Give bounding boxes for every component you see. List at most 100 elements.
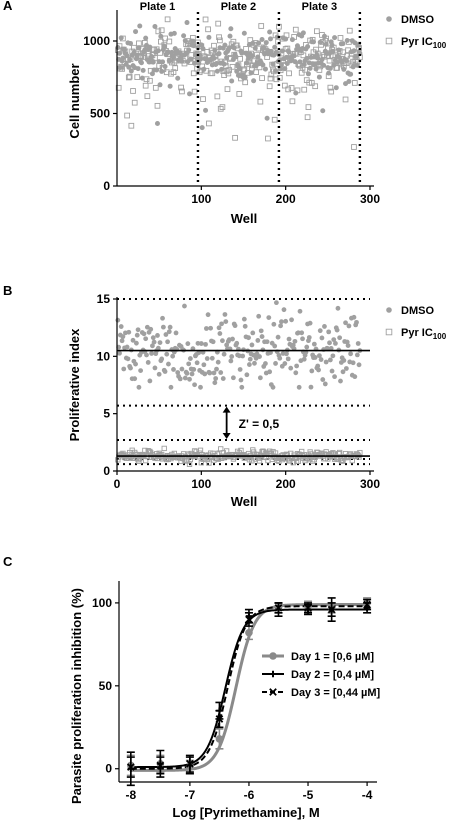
panel-c-x-tick-label: -6 bbox=[244, 788, 255, 802]
panel-a-point-pyr bbox=[141, 39, 148, 46]
panel-b-point-dmso bbox=[187, 356, 193, 361]
panel-b-point-dmso bbox=[249, 342, 255, 348]
panel-b-zprime-arrowhead-up bbox=[222, 406, 231, 413]
panel-a-point-pyr bbox=[140, 54, 146, 61]
panel-a-point-pyr bbox=[224, 86, 231, 92]
panel-b-point-dmso bbox=[220, 376, 226, 381]
panel-b-point-dmso bbox=[160, 315, 165, 321]
panel-a-point-pyr bbox=[201, 53, 207, 60]
panel-b-point-dmso bbox=[285, 356, 291, 362]
panel-b-point-dmso bbox=[130, 337, 136, 343]
panel-a-point-pyr bbox=[287, 55, 293, 61]
panel-a-legend-marker-1 bbox=[385, 37, 393, 45]
panel-a-point-dmso bbox=[149, 71, 155, 77]
panel-b-point-dmso bbox=[209, 355, 215, 361]
panel-b-point-dmso bbox=[203, 341, 208, 347]
panel-a-point-dmso bbox=[127, 40, 133, 46]
panel-a-point-pyr bbox=[144, 93, 151, 100]
panel-a-point-pyr bbox=[184, 47, 190, 54]
panel-a-point-pyr bbox=[251, 58, 258, 65]
panel-a-point-pyr bbox=[345, 47, 351, 54]
panel-c-legend-label-3: Day 3 = [0,44 µM] bbox=[291, 687, 381, 699]
panel-c-x-tick-label: -5 bbox=[303, 788, 314, 802]
panel-a-point-pyr bbox=[161, 42, 168, 49]
panel-a-point-pyr bbox=[136, 40, 142, 47]
panel-a-point-pyr bbox=[323, 35, 329, 42]
panel-b-point-dmso bbox=[308, 384, 314, 390]
panel-a-point-pyr bbox=[301, 86, 308, 93]
panel-b-legend-marker-0 bbox=[386, 307, 392, 313]
panel-b-point-dmso bbox=[150, 343, 155, 349]
panel-b-point-dmso bbox=[250, 330, 256, 336]
panel-a-point-pyr bbox=[216, 34, 222, 41]
panel-a-point-pyr bbox=[189, 39, 195, 45]
panel-a-point-pyr bbox=[281, 62, 287, 69]
panel-c-point-3 bbox=[126, 763, 135, 771]
panel-a-point-dmso bbox=[227, 33, 233, 39]
panel-a-point-pyr bbox=[235, 62, 242, 68]
panel-a-point-dmso bbox=[152, 24, 158, 30]
panel-a-point-pyr bbox=[158, 27, 165, 34]
panel-a-point-pyr bbox=[249, 65, 255, 72]
panel-a-point-pyr bbox=[271, 116, 278, 123]
panel-b-point-pyr bbox=[261, 449, 267, 455]
panel-b-point-dmso bbox=[293, 370, 299, 376]
panel-b-legend-marker-1 bbox=[385, 328, 393, 336]
panel-a-point-pyr bbox=[131, 44, 137, 51]
panel-b-point-dmso bbox=[208, 325, 214, 331]
panel-a-point-dmso bbox=[300, 30, 306, 36]
panel-a-point-pyr bbox=[170, 69, 177, 75]
panel-c-y-tick-label: 100 bbox=[92, 596, 112, 610]
panel-b-point-dmso bbox=[214, 366, 219, 372]
panel-b-point-dmso bbox=[155, 345, 161, 351]
panel-c-point-3 bbox=[186, 759, 194, 768]
panel-a-point-dmso bbox=[214, 68, 220, 74]
panel-a-point-pyr bbox=[157, 50, 163, 56]
panel-a-point-pyr bbox=[352, 61, 359, 68]
panel-a-point-pyr bbox=[248, 50, 254, 57]
panel-b-point-dmso bbox=[204, 356, 210, 361]
panel-b-point-dmso bbox=[327, 340, 332, 346]
panel-a-point-pyr bbox=[141, 50, 147, 57]
panel-b-point-dmso bbox=[279, 319, 284, 325]
panel-a-point-dmso bbox=[263, 40, 269, 46]
panel-b-point-dmso bbox=[124, 344, 130, 350]
panel-a-point-pyr bbox=[222, 62, 229, 69]
panel-b-point-dmso bbox=[166, 361, 171, 367]
panel-b-x-tick-label: 0 bbox=[114, 477, 121, 491]
panel-a-point-pyr bbox=[233, 42, 240, 49]
panel-a-point-pyr bbox=[156, 63, 163, 69]
panel-b-point-dmso bbox=[289, 317, 294, 323]
panel-b-point-dmso bbox=[159, 356, 165, 362]
panel-a-point-pyr bbox=[316, 67, 323, 73]
panel-b-point-dmso bbox=[141, 331, 147, 337]
panel-b-point-dmso bbox=[205, 312, 211, 318]
panel-a-point-pyr bbox=[280, 57, 286, 64]
panel-b-point-pyr bbox=[357, 449, 363, 456]
panel-a-point-dmso bbox=[307, 65, 313, 71]
panel-b-point-dmso bbox=[207, 370, 213, 376]
panel-b-point-dmso bbox=[201, 362, 207, 368]
panel-a-point-pyr bbox=[258, 23, 265, 29]
panel-a-point-pyr bbox=[265, 49, 272, 56]
panel-c-legend: Day 1 = [0,6 µM] Day 2 = [0,4 µM] Day 3 = … bbox=[262, 651, 381, 699]
panel-b-point-dmso bbox=[155, 333, 160, 338]
panel-c-legend-label-1: Day 1 = [0,6 µM] bbox=[291, 651, 374, 663]
panel-a-point-pyr bbox=[143, 76, 150, 83]
panel-a-point-pyr bbox=[206, 120, 212, 127]
panel-b-point-dmso bbox=[252, 360, 257, 366]
panel-b-point-dmso bbox=[340, 369, 346, 375]
panel-a-point-pyr bbox=[355, 41, 362, 48]
panel-b-point-dmso bbox=[215, 359, 221, 365]
panel-a-point-pyr bbox=[243, 46, 249, 52]
panel-b-point-dmso bbox=[185, 341, 191, 347]
panel-b-point-dmso bbox=[217, 331, 223, 336]
panel-a-point-pyr bbox=[218, 58, 225, 65]
panel-a-point-pyr bbox=[277, 67, 284, 74]
panel-b-point-dmso bbox=[343, 320, 348, 326]
panel-a-point-dmso bbox=[228, 26, 234, 32]
panel-a-point-pyr bbox=[304, 114, 311, 121]
panel-b-point-dmso bbox=[216, 325, 222, 331]
panel-a-point-pyr bbox=[126, 73, 133, 80]
panel-a-point-pyr bbox=[342, 96, 349, 103]
